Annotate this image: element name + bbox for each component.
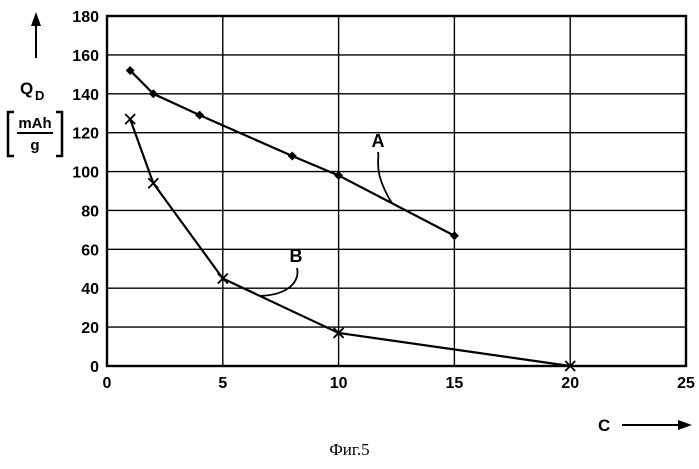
data-point-diamond [195,111,204,120]
grid [107,16,686,366]
x-tick-label: 20 [561,375,579,392]
y-tick-label: 0 [90,359,99,376]
y-axis-arrow-head [31,12,41,26]
series-label-a: A [372,131,385,151]
data-point-diamond [334,171,343,180]
series-label-b: B [290,246,303,266]
y-unit-numerator: mAh [18,115,51,132]
y-tick-label: 20 [81,320,99,337]
y-tick-label: 180 [72,9,99,26]
x-tick-label: 5 [218,375,227,392]
series-callout-a: A [372,131,392,203]
y-tick-label: 40 [81,281,99,298]
data-point-diamond [288,152,297,161]
x-tick-label: 25 [677,375,695,392]
series-layer: AB [125,66,575,371]
plot-frame [107,16,686,366]
x-axis-symbol: C [598,416,610,435]
y-unit-denominator: g [30,137,39,154]
x-axis-ticks: 0 5 10 15 20 25 [103,375,695,392]
data-point-cross [148,178,158,188]
x-tick-label: 10 [330,375,348,392]
y-tick-label: 140 [72,87,99,104]
y-axis-label: Q D mAh g [8,12,62,156]
x-tick-label: 15 [446,375,464,392]
y-tick-label: 100 [72,165,99,182]
x-tick-label: 0 [103,375,112,392]
y-tick-label: 80 [81,203,99,220]
data-point-diamond [450,231,459,240]
y-axis-symbol: Q [20,79,33,98]
y-tick-label: 120 [72,126,99,143]
y-axis-subscript: D [35,88,44,103]
series-leader-b [260,268,298,296]
series-b [125,114,575,371]
x-axis-label: C [598,416,692,435]
data-point-cross [125,114,135,124]
y-axis-ticks: 0 20 40 60 80 100 120 140 160 180 [72,9,99,376]
series-leader-a [378,152,392,203]
series-line-b [130,119,570,366]
y-tick-label: 160 [72,48,99,65]
y-unit-left-bracket [8,112,14,156]
x-axis-arrow-head [678,420,692,430]
y-tick-label: 60 [81,242,99,259]
figure-caption: Фиг.5 [0,440,699,460]
y-unit-right-bracket [56,112,62,156]
